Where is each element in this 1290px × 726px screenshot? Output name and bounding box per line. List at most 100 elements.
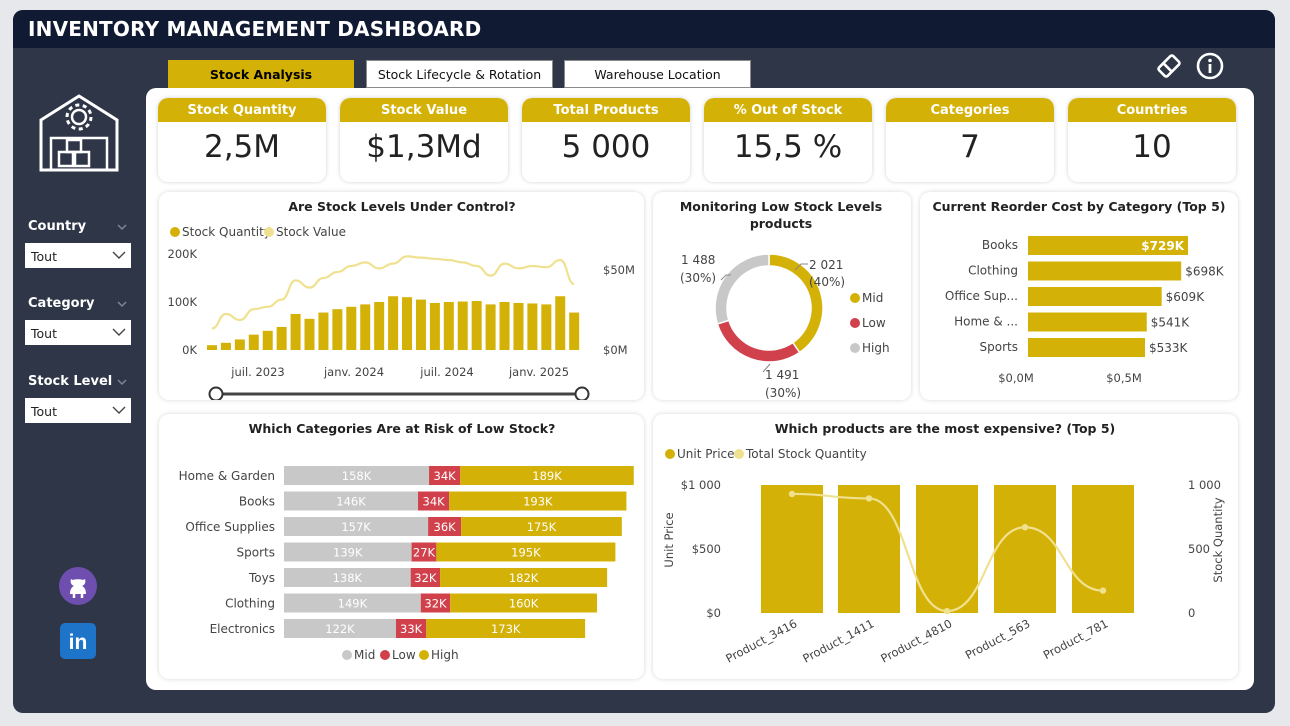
stock-quantity-bar — [360, 304, 371, 350]
reorder-cost-chart: Current Reorder Cost by Category (Top 5)… — [932, 199, 1225, 385]
stock-quantity-bar — [541, 304, 552, 350]
x-tick: Product_781 — [1041, 616, 1111, 662]
chart-title: Monitoring Low Stock Levels — [680, 199, 882, 214]
stock-quantity-bar — [276, 326, 287, 350]
legend-high: High — [862, 341, 890, 355]
stock-quantity-bar — [346, 306, 357, 350]
tab-stock-analysis[interactable]: Stock Analysis — [168, 60, 354, 88]
stock-quantity-bar — [527, 303, 538, 350]
svg-text:in: in — [69, 631, 88, 654]
expensive-products-card: Which products are the most expensive? (… — [653, 414, 1238, 679]
x-tick: Product_563 — [963, 616, 1033, 662]
bar-value-label: 33K — [400, 622, 423, 636]
y-tick: 0K — [182, 343, 197, 357]
y2-tick: 1 000 — [1188, 478, 1221, 492]
bar-value-label: 182K — [509, 571, 539, 585]
legend-swatch-high — [419, 650, 429, 660]
tab-warehouse-location[interactable]: Warehouse Location — [564, 60, 751, 88]
stock-quantity-point — [943, 607, 951, 615]
mid-stock-bar — [284, 619, 396, 638]
y2-tick: $50M — [603, 263, 635, 277]
kpi-value: 10 — [1132, 129, 1172, 165]
linkedin-icon[interactable]: in — [59, 622, 97, 660]
y2-tick: 500 — [1188, 542, 1210, 556]
slice-pct-mid: (40%) — [809, 275, 845, 289]
stock-quantity-point — [788, 490, 796, 498]
stock-quantity-bar — [457, 301, 468, 350]
bar-value-label: 160K — [509, 597, 539, 611]
high-stock-bar — [436, 542, 616, 562]
bar-value-label: 34K — [434, 469, 457, 483]
x-tick: Product_4810 — [878, 616, 954, 665]
low-stock-bar — [410, 568, 441, 587]
bar-value-label: $541K — [1151, 316, 1191, 330]
reorder-cost-card: Current Reorder Cost by Category (Top 5)… — [920, 192, 1238, 400]
high-stock-bar — [450, 593, 598, 613]
chevron-down-icon — [112, 406, 126, 414]
kpi-label: Categories — [886, 98, 1054, 122]
chart-title: Are Stock Levels Under Control? — [288, 199, 515, 214]
filter-category-label: Category — [28, 296, 95, 311]
stock-level-dropdown[interactable]: Tout — [25, 398, 131, 423]
high-stock-bar — [440, 568, 608, 587]
category-label: Books — [239, 495, 275, 509]
eraser-icon[interactable] — [1154, 51, 1184, 81]
stock-quantity-point — [1099, 587, 1107, 594]
date-range-slider-start-handle[interactable] — [208, 386, 224, 401]
stock-quantity-bar — [485, 304, 496, 350]
stock-quantity-bar — [374, 302, 385, 350]
slice-pct-high: (30%) — [680, 271, 716, 285]
bar-value-label: 193K — [523, 495, 553, 509]
kpi-value: 2,5M — [203, 129, 281, 165]
category-label: Clothing — [225, 597, 275, 611]
chart-title: Current Reorder Cost by Category (Top 5) — [932, 199, 1225, 214]
chevron-down-icon[interactable] — [117, 223, 127, 231]
chart-title: Which products are the most expensive? (… — [775, 421, 1116, 436]
date-range-slider-end-handle[interactable] — [574, 386, 590, 401]
high-stock-bar — [461, 517, 622, 536]
category-label: Books — [982, 238, 1018, 252]
github-icon[interactable] — [59, 567, 97, 605]
unit-price-bar — [761, 485, 823, 613]
legend-mid: Mid — [354, 648, 375, 662]
mid-stock-bar — [284, 593, 421, 613]
stock-quantity-bar — [262, 330, 273, 350]
low-stock-bar — [420, 593, 451, 613]
kpi-label: Total Products — [522, 98, 690, 122]
mid-stock-bar — [284, 466, 430, 485]
kpi-value: $1,3Md — [366, 129, 482, 165]
category-label: Toys — [248, 571, 275, 585]
category-label: Sports — [237, 546, 275, 560]
chevron-down-icon[interactable] — [117, 300, 127, 308]
bar-value-label: $698K — [1185, 265, 1225, 279]
title-bar: INVENTORY MANAGEMENT DASHBOARD — [13, 10, 1275, 48]
y-tick: $1 000 — [681, 478, 721, 492]
risk-low-stock-card: Which Categories Are at Risk of Low Stoc… — [159, 414, 644, 679]
bar-value-label: 175K — [527, 520, 557, 534]
y-axis-label: Unit Price — [662, 512, 676, 567]
tab-stock-lifecycle-rotation[interactable]: Stock Lifecycle & Rotation — [366, 60, 553, 88]
donut-slice-low — [716, 319, 801, 363]
stock-quantity-point — [1021, 524, 1029, 531]
unit-price-bar — [916, 485, 978, 613]
chevron-down-icon[interactable] — [117, 378, 127, 386]
mid-stock-bar — [284, 568, 411, 587]
x-tick: $0,0M — [998, 371, 1034, 385]
info-icon[interactable] — [1195, 51, 1225, 81]
x-tick: Product_3416 — [723, 616, 799, 665]
bar-value-label: 149K — [338, 597, 368, 611]
page-title: INVENTORY MANAGEMENT DASHBOARD — [28, 17, 482, 41]
chevron-down-icon — [112, 251, 126, 259]
slice-pct-low: (30%) — [765, 386, 801, 400]
x-tick: $0,5M — [1106, 371, 1142, 385]
kpi-value: 5 000 — [561, 129, 651, 165]
stock-quantity-bar — [207, 345, 217, 350]
kpi-label: Stock Value — [340, 98, 508, 122]
reorder-cost-bar — [1028, 261, 1182, 281]
country-dropdown[interactable]: Tout — [25, 243, 131, 268]
category-label: Home & ... — [954, 315, 1018, 329]
category-dropdown[interactable]: Tout — [25, 320, 131, 345]
stock-value-line — [211, 255, 575, 330]
expensive-products-chart: Which products are the most expensive? (… — [662, 421, 1225, 666]
stock-quantity-bar — [388, 296, 399, 350]
